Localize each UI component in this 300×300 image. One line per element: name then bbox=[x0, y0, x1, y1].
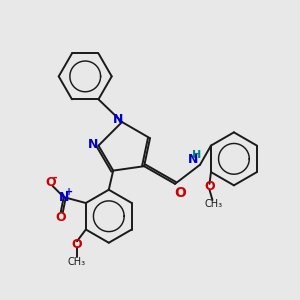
Text: O: O bbox=[174, 186, 186, 200]
Text: +: + bbox=[65, 187, 73, 197]
Text: O: O bbox=[72, 238, 82, 251]
Text: CH₃: CH₃ bbox=[68, 257, 86, 267]
Text: N: N bbox=[58, 190, 69, 204]
Text: H: H bbox=[193, 150, 202, 160]
Text: -: - bbox=[52, 173, 57, 183]
Text: O: O bbox=[204, 180, 215, 193]
Text: CH₃: CH₃ bbox=[205, 200, 223, 209]
Text: O: O bbox=[46, 176, 56, 189]
Text: O: O bbox=[56, 211, 66, 224]
Text: N: N bbox=[88, 139, 98, 152]
Text: N: N bbox=[113, 113, 124, 126]
Text: N: N bbox=[188, 153, 199, 166]
